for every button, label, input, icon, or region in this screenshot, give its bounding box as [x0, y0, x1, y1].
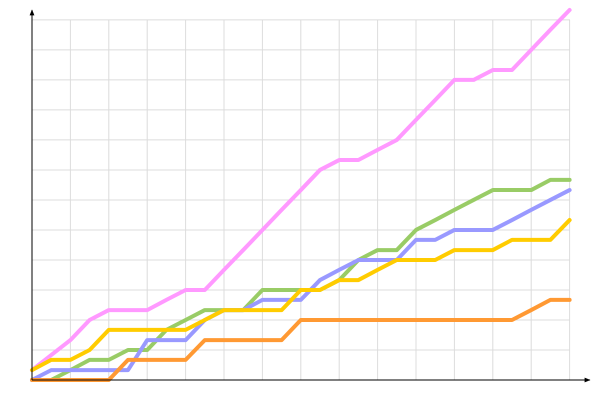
series-line: [30, 218, 572, 373]
series-line: [30, 297, 572, 382]
series-line: [30, 8, 572, 373]
series-line: [30, 188, 572, 382]
lines: [30, 8, 572, 382]
